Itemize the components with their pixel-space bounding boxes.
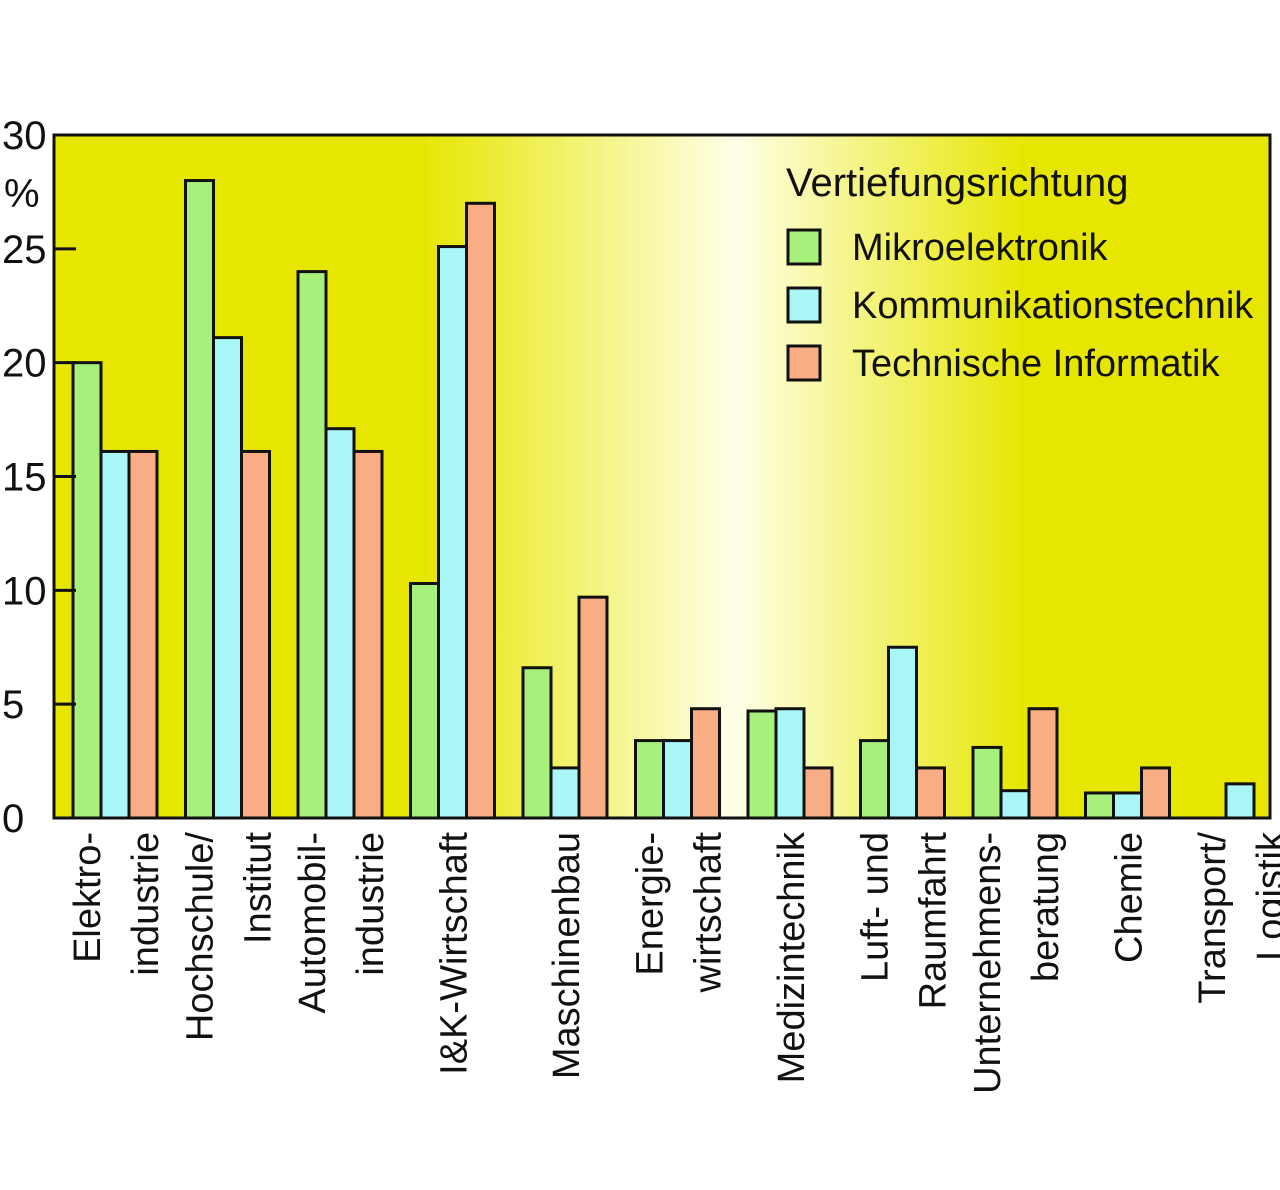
bar-mikroelektronik-7 [859, 739, 890, 820]
bar-kommunikationstechnik-3 [437, 245, 468, 820]
bar-kommunikationstechnik-5 [662, 739, 693, 820]
y-tick-label-5: 5 [2, 683, 24, 727]
x-category-label-8-0: Unternehmens- [967, 832, 1009, 1094]
bar-kommunikationstechnik-0 [99, 449, 131, 820]
y-tick-label-30: 30 [2, 114, 47, 158]
y-tick-label-0: 0 [2, 797, 24, 841]
x-category-label-0-0: Elektro- [67, 832, 109, 963]
bar-kommunikationstechnik-9 [1112, 791, 1143, 820]
y-tick-label-10: 10 [2, 569, 47, 613]
bar-mikroelektronik-1 [184, 179, 215, 820]
y-axis-label: % [4, 172, 40, 216]
x-category-label-9-0: Chemie [1109, 832, 1151, 963]
y-tick-label-15: 15 [2, 456, 47, 500]
x-category-label-5-1: wirtschaft [688, 832, 730, 994]
y-axis: 0 5 10 15 20 25 30 [2, 114, 76, 841]
legend-title: Vertiefungsrichtung [786, 161, 1128, 205]
bar-mikroelektronik-0 [71, 361, 103, 820]
x-category-label-8-1: beratung [1025, 832, 1067, 982]
x-category-label-2-1: industrie [350, 832, 392, 976]
x-category-label-1-0: Hochschule/ [180, 832, 222, 1042]
bar-kommunikationstechnik-8 [999, 789, 1031, 820]
bar-technische informatik-5 [690, 707, 721, 820]
x-category-label-4-0: Maschinenbau [546, 832, 588, 1079]
x-category-label-10-1: Logistik [1250, 831, 1280, 961]
y-tick-label-20: 20 [2, 342, 47, 386]
bar-kommunikationstechnik-4 [549, 766, 581, 820]
bar-mikroelektronik-3 [409, 582, 440, 820]
x-category-label-6-0: Medizintechnik [771, 831, 813, 1083]
bar-kommunikationstechnik-6 [774, 707, 806, 820]
bar-mikroelektronik-8 [971, 745, 1003, 820]
legend-swatch-kommunikationstechnik [786, 286, 822, 324]
bar-technische informatik-1 [240, 449, 271, 820]
bar-technische informatik-7 [915, 766, 946, 820]
bar-kommunikationstechnik-7 [887, 645, 918, 820]
bar-mikroelektronik-4 [521, 666, 553, 820]
bar-technische informatik-3 [465, 201, 496, 820]
bar-mikroelektronik-5 [634, 739, 665, 820]
bar-mikroelektronik-6 [746, 709, 778, 820]
x-category-label-10-0: Transport/ [1192, 832, 1234, 1004]
bars-layer [71, 179, 1256, 820]
legend-label-technische informatik: Technische Informatik [852, 343, 1220, 385]
bar-kommunikationstechnik-1 [212, 336, 243, 820]
x-category-label-2-0: Automobil- [292, 832, 334, 1014]
x-category-label-3-0: I&K-Wirtschaft [434, 832, 476, 1075]
y-tick-label-25: 25 [2, 228, 47, 272]
x-category-label-1-1: Institut [238, 832, 280, 944]
legend-label-mikroelektronik: Mikroelektronik [852, 227, 1109, 269]
bar-technische informatik-9 [1140, 766, 1171, 820]
x-category-label-7-0: Luft- und [855, 832, 897, 982]
legend-swatch-mikroelektronik [786, 228, 822, 266]
bar-technische informatik-8 [1027, 707, 1059, 820]
bar-mikroelektronik-9 [1084, 791, 1115, 820]
x-category-label-5-0: Energie- [630, 832, 672, 976]
x-axis-categories: Elektro-industrie Hochschule/Institut Auto… [67, 831, 1280, 1094]
bar-kommunikationstechnik-10 [1224, 782, 1256, 820]
legend-swatch-technische informatik [786, 344, 822, 382]
bar-kommunikationstechnik-2 [324, 427, 356, 820]
bar-mikroelektronik-2 [296, 270, 328, 820]
legend-label-kommunikationstechnik: Kommunikationstechnik [852, 285, 1254, 327]
bar-technische informatik-0 [127, 449, 159, 820]
bar-technische informatik-4 [577, 595, 609, 820]
legend: Vertiefungsrichtung Mikroelektronik Kommu… [786, 161, 1254, 385]
x-category-label-7-1: Raumfahrt [913, 832, 955, 1010]
bar-technische informatik-6 [802, 766, 834, 820]
x-category-label-0-1: industrie [125, 832, 167, 976]
bar-technische informatik-2 [352, 449, 384, 820]
